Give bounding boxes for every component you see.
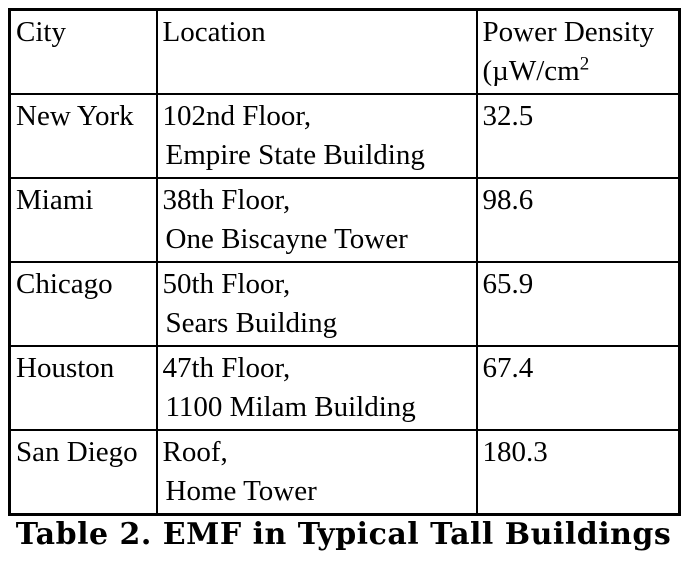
location-line1: Roof, xyxy=(162,436,228,468)
table-row: Houston 47th Floor, 1100 Milam Building … xyxy=(8,345,681,431)
emf-table: City Location Power Density (µW/cm2 New … xyxy=(8,8,681,516)
location-line1: 102nd Floor, xyxy=(162,100,312,132)
column-header-city: City xyxy=(8,8,158,95)
cell-power-density: 32.5 xyxy=(475,93,681,179)
cell-power-density: 180.3 xyxy=(475,429,681,516)
cell-location: 102nd Floor, Empire State Building xyxy=(155,93,478,179)
cell-power-density: 65.9 xyxy=(475,261,681,347)
location-line1: 38th Floor, xyxy=(162,184,291,216)
cell-city: New York xyxy=(8,93,158,179)
header-row: City Location Power Density (µW/cm2 xyxy=(8,8,681,95)
cell-city: Chicago xyxy=(8,261,158,347)
header-power-line2: (µW/cm2 xyxy=(482,53,590,87)
table-caption: Table 2. EMF in Typical Tall Buildings xyxy=(15,517,672,552)
cell-power-density: 67.4 xyxy=(475,345,681,431)
location-line2: 1100 Milam Building xyxy=(165,391,416,423)
cell-city: San Diego xyxy=(8,429,158,516)
cell-location: 47th Floor, 1100 Milam Building xyxy=(155,345,478,431)
column-header-power-density: Power Density (µW/cm2 xyxy=(475,8,681,95)
superscript-2: 2 xyxy=(579,53,590,75)
header-power-line1: Power Density xyxy=(482,16,655,48)
location-line1: 47th Floor, xyxy=(162,352,291,384)
column-header-location: Location xyxy=(155,8,478,95)
cell-city: Houston xyxy=(8,345,158,431)
cell-location: 50th Floor, Sears Building xyxy=(155,261,478,347)
cell-city: Miami xyxy=(8,177,158,263)
table-row: Miami 38th Floor, One Biscayne Tower 98.… xyxy=(8,177,681,263)
cell-power-density: 98.6 xyxy=(475,177,681,263)
table-row: Chicago 50th Floor, Sears Building 65.9 xyxy=(8,261,681,347)
location-line1: 50th Floor, xyxy=(162,268,291,300)
cell-location: 38th Floor, One Biscayne Tower xyxy=(155,177,478,263)
table-row: San Diego Roof, Home Tower 180.3 xyxy=(8,429,681,516)
table-row: New York 102nd Floor, Empire State Build… xyxy=(8,93,681,179)
location-line2: Sears Building xyxy=(165,307,338,339)
header-city-label: City xyxy=(16,16,66,48)
location-line2: Home Tower xyxy=(165,475,317,507)
location-line2: One Biscayne Tower xyxy=(165,223,408,255)
header-location-label: Location xyxy=(162,16,266,48)
location-line2: Empire State Building xyxy=(165,139,425,171)
cell-location: Roof, Home Tower xyxy=(155,429,478,516)
